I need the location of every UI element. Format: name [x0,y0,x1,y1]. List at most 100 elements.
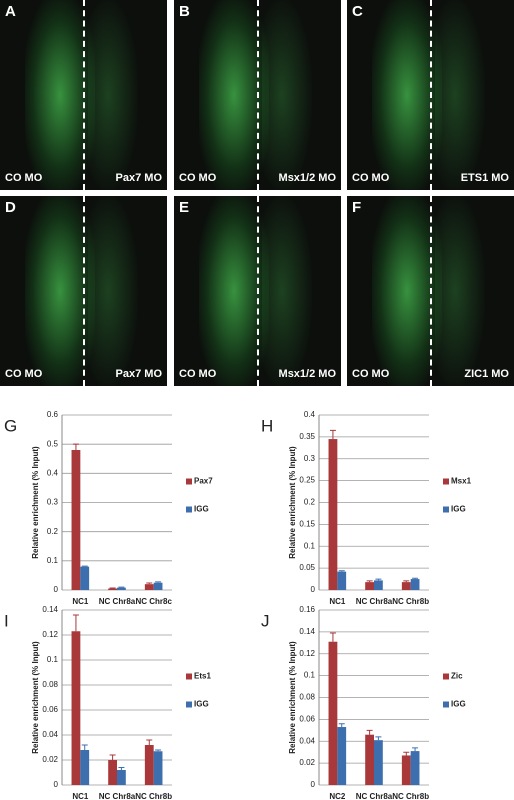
y-tick-label: 0.16 [299,605,315,614]
bar [153,582,163,590]
condition-label: ETS1 MO [460,172,509,184]
y-tick-label: 0.08 [42,680,58,689]
condition-label: ZIC1 MO [464,368,509,380]
bar [374,740,383,785]
condition-label: CO MO [179,368,217,380]
y-tick-label: 0.04 [299,736,315,745]
x-tick-label: NC Chr8a [99,597,136,606]
y-tick-label: 0.06 [299,714,315,723]
y-tick-label: 0.1 [47,556,59,565]
legend-swatch [443,701,449,708]
y-tick-label: 0.06 [42,705,58,714]
bar [153,751,163,785]
legend-swatch [186,506,192,513]
bar [108,760,117,785]
midline [430,0,432,190]
condition-label: CO MO [5,172,43,184]
bar [80,750,90,785]
bar [374,580,383,590]
micrograph: D CO MO Pax7 MO [0,196,167,386]
error-bar [109,587,116,589]
y-tick-label: 0 [311,780,316,789]
y-axis-label: Relative enrichment (% Input) [288,641,297,754]
x-tick-label: NC1 [329,597,346,606]
error-bar [338,723,345,728]
error-bar [81,744,88,750]
y-tick-label: 0.35 [299,432,315,441]
y-tick-label: 0.12 [299,649,315,658]
green-signal [435,196,485,386]
legend-swatch [443,673,449,680]
y-tick-label: 0.1 [304,671,316,680]
error-bar [72,443,79,450]
x-tick-label: NC Chr8a [356,597,393,606]
error-bar [375,736,382,741]
midline [83,0,85,190]
x-tick-label: NC Chr8c [135,597,172,606]
green-signal [262,196,312,386]
error-bar [403,751,410,756]
y-tick-label: 0 [54,585,59,594]
bar [365,734,374,785]
legend-label: IGG [194,700,209,709]
condition-label: Pax7 MO [115,368,162,380]
panel-letter: I [4,611,9,630]
error-bar [118,586,125,588]
panel-letter: B [179,3,190,20]
y-tick-label: 0.1 [304,541,316,550]
error-bar [375,578,382,581]
y-axis-label: Relative enrichment (% Input) [31,446,40,559]
panel-letter: A [5,3,16,20]
y-tick-label: 0.3 [47,498,59,507]
y-tick-label: 0.25 [299,476,315,485]
y-tick-label: 0.02 [42,755,58,764]
panel-letter: G [4,416,17,435]
y-tick-label: 0.14 [299,627,315,636]
bar [71,450,81,590]
y-axis-label: Relative enrichment (% Input) [31,641,40,754]
error-bar [403,580,410,583]
y-tick-label: 0 [311,585,316,594]
x-tick-label: NC Chr8b [135,792,172,800]
condition-label: CO MO [352,172,390,184]
x-tick-label: NC Chr8b [392,792,429,800]
x-tick-label: NC Chr8a [356,792,393,800]
condition-label: CO MO [5,368,43,380]
x-tick-label: NC1 [72,597,89,606]
midline [430,196,432,386]
micrograph: C CO MO ETS1 MO [347,0,514,190]
error-bar [109,754,116,760]
error-bar [72,614,79,632]
midline [257,196,259,386]
y-tick-label: 0.12 [42,630,58,639]
micrograph: A CO MO Pax7 MO [0,0,167,190]
panel-letter: J [261,611,270,630]
micrograph: E CO MO Msx1/2 MO [174,196,341,386]
legend-swatch [443,506,449,513]
error-bar [118,767,125,770]
y-tick-label: 0.2 [304,498,316,507]
green-signal [262,0,312,190]
legend-swatch [186,701,192,708]
condition-label: CO MO [179,172,217,184]
y-tick-label: 0.15 [299,519,315,528]
legend-label: Zic [451,672,463,681]
bar [410,751,420,785]
error-bar [329,632,336,642]
y-tick-label: 0.14 [42,605,58,614]
x-tick-label: NC Chr8a [99,792,136,800]
y-tick-label: 0.05 [299,563,315,572]
panel-letter: E [179,199,190,216]
y-tick-label: 0.4 [47,468,59,477]
legend-swatch [443,478,449,485]
y-tick-label: 0.08 [299,693,315,702]
green-signal [88,196,138,386]
green-signal [435,0,485,190]
bar [108,588,117,590]
y-tick-label: 0.1 [47,655,59,664]
midline [257,0,259,190]
bar [117,770,126,785]
condition-label: Pax7 MO [115,172,162,184]
